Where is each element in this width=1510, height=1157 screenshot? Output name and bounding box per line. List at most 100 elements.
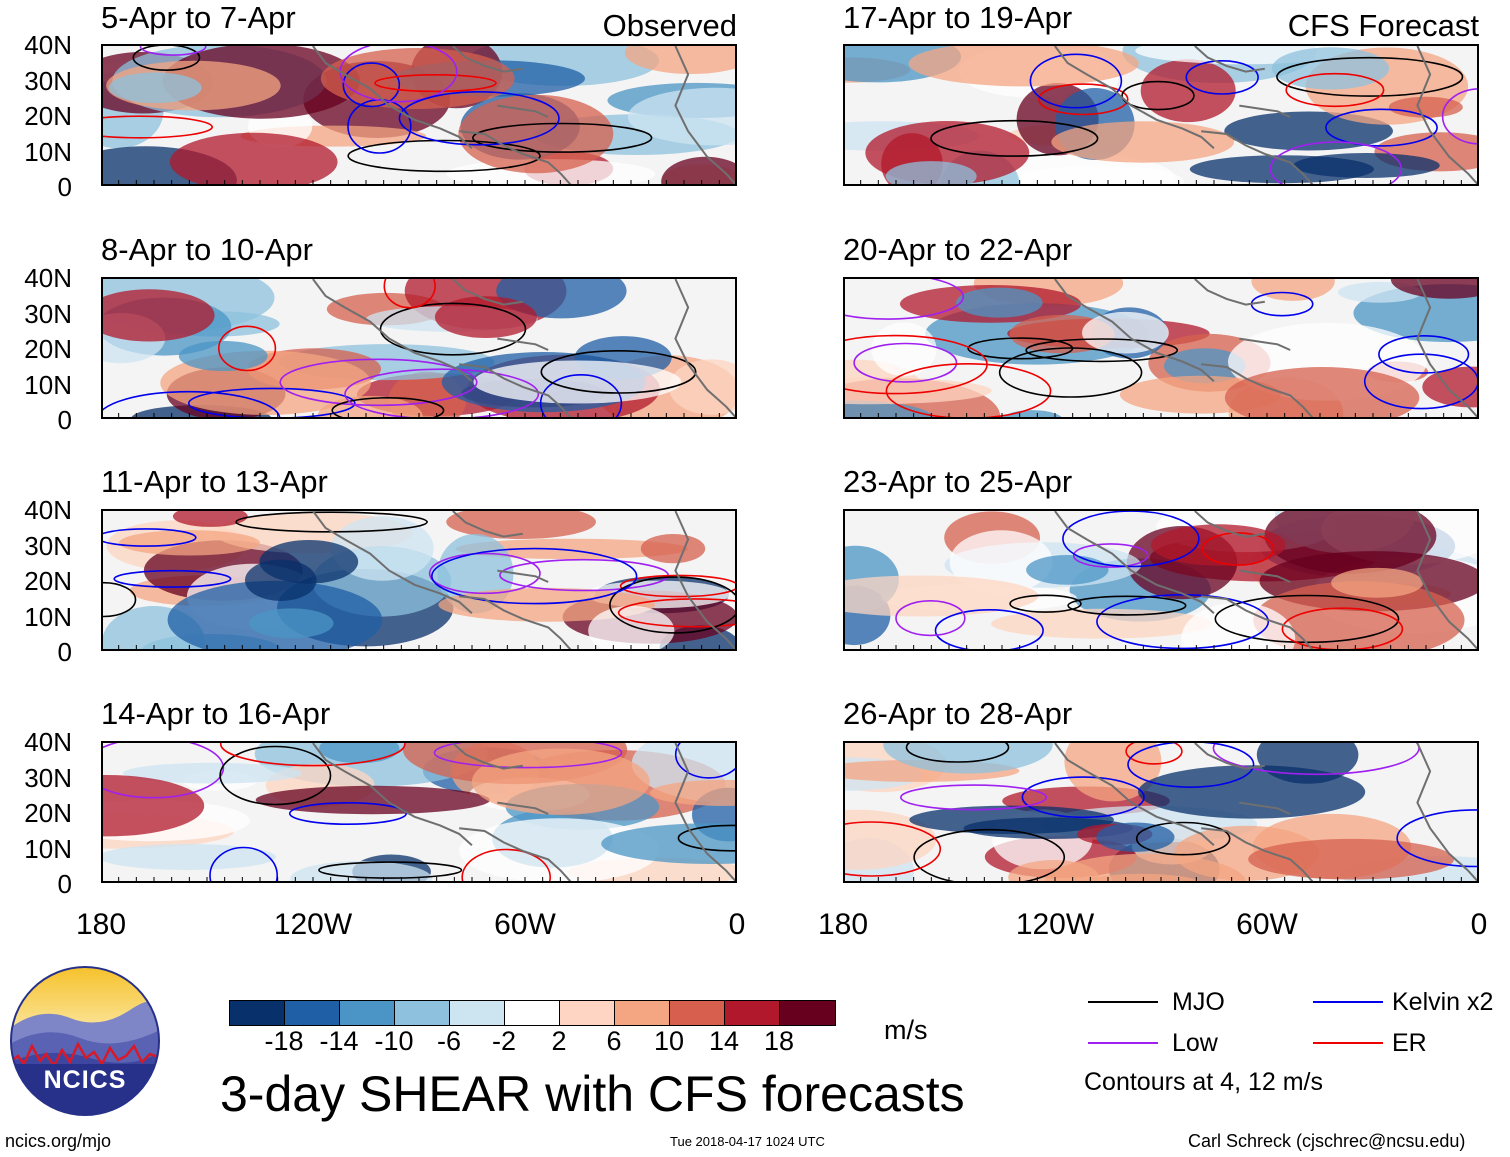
lon-ticks [118,645,720,651]
shear-field [103,743,735,881]
coastline [452,46,523,73]
anomaly-contour [428,552,541,595]
shear-map-panel [843,741,1479,883]
coastline [1239,104,1291,118]
shear-shading [1026,555,1109,585]
lat-label: 10N [24,601,72,632]
colorbar-tick-label: -2 [491,1026,517,1056]
shear-shading [1164,348,1246,384]
lat-label: 30N [24,65,72,96]
main-title: 3-day SHEAR with CFS forecasts [220,1066,965,1122]
colorbar-tick-label: 6 [606,1026,622,1056]
legend-mjo-label: MJO [1172,988,1225,1016]
coastline [1194,743,1265,770]
footer-credit: Carl Schreck (cjschrec@ncsu.edu) [1188,1131,1466,1151]
logo-text: NCICS [43,1066,127,1094]
lat-label: 20N [24,566,72,596]
lat-label: 20N [24,101,72,131]
anomaly-contour [374,73,497,93]
colorbar [229,1000,836,1026]
coastline [1416,46,1477,184]
lon-label: 180 [75,908,127,941]
coastline [1201,595,1314,649]
anomaly-contour [1009,594,1082,613]
shear-shading [640,534,706,564]
lon-label: 60W [494,908,556,941]
anomaly-contour [1281,607,1404,649]
lat-label: 40N [24,30,72,60]
anomaly-contour [219,745,332,806]
anomaly-contour [1185,59,1259,95]
footer-url[interactable]: ncics.org/mjo [5,1131,112,1151]
shear-shading [885,161,977,184]
anomaly-contour [1127,743,1255,788]
anomaly-contour [139,46,207,56]
coastline [452,279,523,306]
anomaly-contour [318,861,463,879]
panel-note: Observed [602,8,737,43]
lat-label: 40N [24,495,72,525]
lat-label: 30N [24,530,72,561]
shear-shading [178,340,268,372]
anomaly-contour [998,347,1143,398]
panel-title: 11-Apr to 13-Apr [101,464,328,499]
anomaly-contour [431,547,638,605]
shear-shading [1251,279,1335,301]
legend-kelvin-label: Kelvin x2 [1392,988,1494,1016]
shear-shading [1422,366,1477,408]
coastline [1054,511,1215,614]
colorbar-swatch [725,1001,780,1025]
lat-label: 10N [24,833,72,864]
lat-label: 0 [57,637,72,667]
shear-shading [245,559,317,601]
shear-field [845,511,1477,649]
shear-field [103,279,735,417]
coastline [1054,46,1215,149]
lon-label: 0 [1470,908,1488,941]
anomaly-contour [113,569,232,588]
coastline [1239,801,1291,815]
shear-shading [845,575,1039,617]
lon-label: 120W [273,908,353,941]
coastline [674,511,735,649]
anomaly-contour [913,828,1066,881]
coastline [312,743,473,846]
anomaly-contour [845,821,942,877]
lon-label: 180 [817,908,869,941]
shear-shading [1003,410,1062,417]
anomaly-contour [934,609,1044,649]
shear-shading [661,156,735,184]
anomaly-contour [103,528,197,547]
lat-label: 0 [57,869,72,899]
shear-shading [588,605,675,649]
anomaly-contour [609,576,735,634]
anomaly-contour [288,801,408,825]
shear-shading [649,779,735,806]
shear-shading [1224,367,1420,417]
anomaly-contour [1121,80,1195,111]
anomaly-contour [1276,56,1464,97]
panel-title: 5-Apr to 7-Apr [101,0,296,35]
shear-shading [1140,59,1236,123]
lon-ticks [860,877,1462,883]
coastline [1239,569,1291,583]
coastline [452,511,523,538]
shear-shading [255,785,490,815]
anomaly-contour [132,46,201,71]
anomaly-contour [383,279,436,309]
coastline [497,569,549,583]
shear-shading [1390,279,1477,299]
coastline [1239,337,1291,351]
shear-field [845,46,1477,184]
coastline [1416,511,1477,649]
shear-shading [949,530,1053,594]
ncics-logo: NCICS [10,966,160,1116]
shear-shading [103,775,205,837]
anomaly-contour [619,574,735,598]
colorbar-tick-label: 18 [763,1026,795,1056]
shear-shading [1331,567,1424,598]
colorbar-swatch [780,1001,835,1025]
shear-map-panel [843,509,1479,651]
lat-label: 0 [57,172,72,202]
anomaly-contour [1396,809,1477,868]
